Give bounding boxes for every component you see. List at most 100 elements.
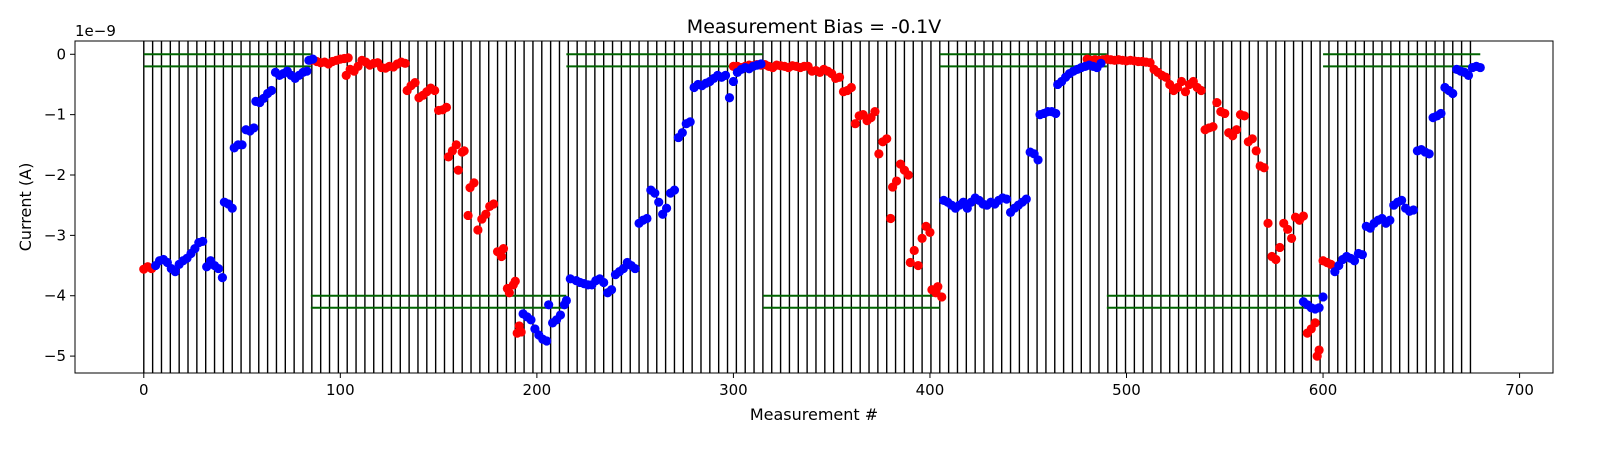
data-point-red [481,209,491,219]
data-point-red [846,82,856,93]
data-point-red [1208,122,1218,132]
data-point-red [430,85,440,96]
data-point-red [1212,97,1222,108]
data-point-blue [555,310,566,320]
data-point-red [1220,108,1230,119]
y-axis-ticks: 0 −1 −2 −3 −4 −5 [44,45,75,365]
data-point-blue [1385,215,1395,225]
data-point-red [891,176,902,186]
data-point-red [937,292,947,302]
data-point-blue [1448,88,1458,99]
chart-title: Measurement Bias = -0.1V [687,16,941,38]
data-point-red [1161,72,1171,82]
y-tick-label: −2 [44,166,66,184]
x-axis-label: Measurement # [750,405,878,424]
data-point-red [1275,242,1285,253]
data-point-blue [685,117,695,127]
data-point-red [1239,111,1250,121]
x-tick-label: 700 [1505,381,1534,399]
x-tick-label: 500 [1112,381,1141,399]
data-point-red [459,146,469,156]
data-point-red [909,245,919,256]
data-point-blue [249,123,259,133]
data-point-blue [1475,62,1485,73]
data-point-red [343,53,353,63]
data-point-blue [724,93,735,103]
data-point-blue [1463,70,1474,81]
data-point-red [1271,254,1281,265]
data-point-red [1314,345,1324,355]
data-point-red [441,102,452,112]
data-point-red [933,282,943,292]
data-point-red [850,119,860,129]
data-point-blue [213,263,224,274]
data-point-red [874,149,884,159]
data-point-red [870,107,880,117]
data-point-blue [561,295,571,306]
data-point-red [1259,163,1269,173]
data-point-red [400,58,410,68]
data-point-red [905,257,915,268]
data-point-blue [599,277,609,288]
data-point-red [496,251,507,262]
data-point-red [834,72,845,82]
data-point-blue [1096,58,1106,68]
data-point-blue [661,203,672,213]
x-tick-label: 600 [1309,381,1338,399]
data-point-blue [308,54,318,64]
y-tick-label: −4 [44,287,66,305]
data-point-blue [1318,292,1328,302]
data-point-red [1310,318,1320,328]
data-point-red [1251,146,1261,156]
y-tick-label: −1 [44,106,66,124]
data-point-blue [1314,303,1324,313]
data-point-blue [1349,256,1360,266]
data-point-red [1283,224,1293,234]
data-point-red [886,213,896,224]
data-point-blue [217,273,228,283]
x-tick-label: 100 [326,381,355,399]
y-axis-offset-text: 1e−9 [75,22,116,40]
data-point-blue [1033,155,1043,165]
data-point-red [516,327,526,337]
data-point-blue [237,140,247,150]
data-point-blue [728,76,739,87]
x-axis-ticks: 0 100 200 300 400 500 600 700 [139,373,1534,399]
data-point-red [451,140,461,150]
data-point-red [463,210,473,221]
data-point-blue [1021,194,1031,204]
data-point-red [473,225,483,235]
data-point-red [1298,211,1308,221]
data-point-red [882,134,892,144]
data-point-red [1247,134,1257,144]
y-tick-label: 0 [56,45,66,63]
data-point-blue [630,263,640,274]
data-point-blue [302,66,312,76]
data-point-blue [1357,250,1367,260]
x-tick-label: 200 [523,381,552,399]
data-point-blue [544,300,554,310]
data-point-blue [198,236,208,247]
data-point-blue [650,188,660,198]
data-point-red [1196,85,1206,96]
data-point-red [917,233,927,243]
data-point-red [453,165,463,175]
data-point-blue [669,185,680,195]
data-point-red [1263,218,1273,228]
data-point-blue [1051,108,1061,119]
data-point-blue [642,213,652,224]
data-point-red [1180,87,1191,97]
data-point-red [913,260,923,271]
data-point-red [410,78,420,88]
data-point-blue [1436,108,1446,119]
data-point-red [498,244,509,254]
y-tick-label: −5 [44,347,66,365]
data-point-red [1176,76,1187,87]
data-point-blue [1397,195,1407,205]
data-point-red [903,170,913,180]
data-point-red [489,199,499,209]
y-axis-label: Current (A) [16,163,35,252]
data-point-red [1145,58,1155,68]
